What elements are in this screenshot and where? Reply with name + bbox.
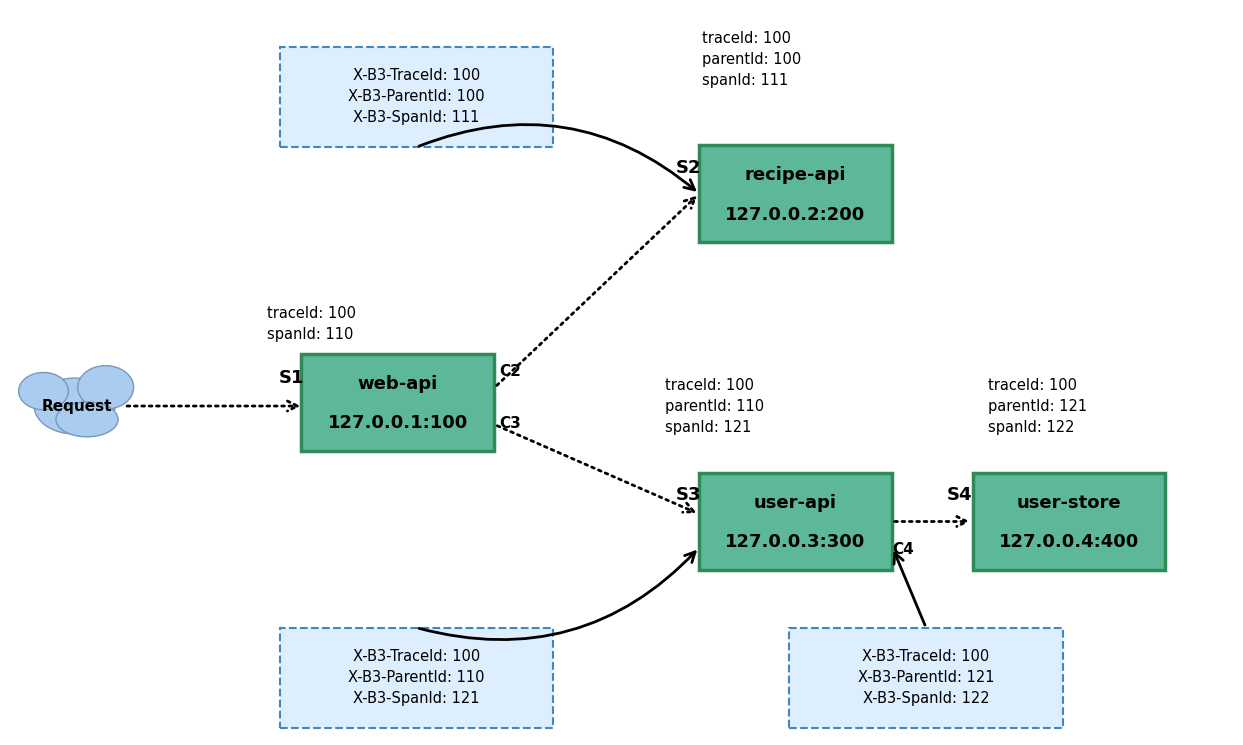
FancyBboxPatch shape (972, 473, 1165, 570)
Text: S3: S3 (675, 486, 701, 504)
Ellipse shape (56, 402, 118, 437)
Text: X-B3-TraceId: 100
X-B3-ParentId: 121
X-B3-SpanId: 122: X-B3-TraceId: 100 X-B3-ParentId: 121 X-B… (858, 650, 994, 706)
Text: user-api: user-api (755, 494, 837, 512)
Text: 127.0.0.3:300: 127.0.0.3:300 (726, 533, 865, 551)
Text: traceId: 100
parentId: 100
spanId: 111: traceId: 100 parentId: 100 spanId: 111 (702, 31, 802, 88)
Text: C4: C4 (892, 542, 914, 557)
Text: S2: S2 (675, 159, 701, 177)
Text: web-api: web-api (358, 375, 438, 393)
Text: recipe-api: recipe-api (745, 166, 846, 184)
Text: C3: C3 (500, 416, 521, 431)
FancyBboxPatch shape (789, 627, 1063, 729)
Text: 127.0.0.1:100: 127.0.0.1:100 (328, 414, 467, 432)
FancyBboxPatch shape (699, 473, 892, 570)
Text: traceId: 100
parentId: 110
spanId: 121: traceId: 100 parentId: 110 spanId: 121 (665, 378, 764, 434)
FancyBboxPatch shape (301, 354, 493, 451)
Text: 127.0.0.2:200: 127.0.0.2:200 (726, 206, 865, 223)
Text: traceId: 100
spanId: 110: traceId: 100 spanId: 110 (267, 306, 357, 342)
FancyBboxPatch shape (280, 47, 553, 148)
FancyBboxPatch shape (699, 145, 892, 242)
Text: X-B3-TraceId: 100
X-B3-ParentId: 110
X-B3-SpanId: 121: X-B3-TraceId: 100 X-B3-ParentId: 110 X-B… (348, 650, 485, 706)
Text: 127.0.0.4:400: 127.0.0.4:400 (999, 533, 1139, 551)
Ellipse shape (35, 378, 116, 434)
Text: Request: Request (42, 399, 112, 413)
Text: user-store: user-store (1017, 494, 1121, 512)
Text: traceId: 100
parentId: 121
spanId: 122: traceId: 100 parentId: 121 spanId: 122 (988, 378, 1088, 434)
FancyBboxPatch shape (280, 627, 553, 729)
Ellipse shape (19, 372, 68, 410)
Text: S1: S1 (278, 370, 305, 387)
Text: C2: C2 (500, 364, 522, 378)
Text: X-B3-TraceId: 100
X-B3-ParentId: 100
X-B3-SpanId: 111: X-B3-TraceId: 100 X-B3-ParentId: 100 X-B… (348, 69, 485, 125)
Text: S4: S4 (946, 486, 972, 504)
Ellipse shape (77, 366, 134, 409)
